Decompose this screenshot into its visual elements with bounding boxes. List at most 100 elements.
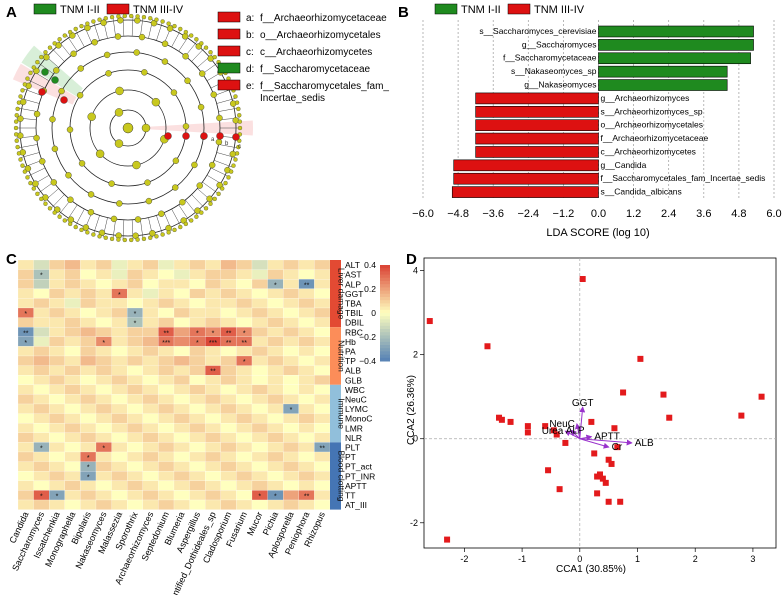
heatmap-cell — [173, 384, 190, 395]
heatmap-cell — [142, 375, 159, 385]
clade-leaf — [172, 227, 177, 233]
panel-b-lda-chart: TNM I-II TNM III-IV −6.0 −4.8 −3.6 −2.4 −1.2… — [412, 3, 782, 239]
clade-legend-swatch-d — [217, 62, 241, 74]
heatmap-cell — [33, 384, 50, 395]
colorbar-segment — [380, 290, 390, 295]
heatmap-cell — [64, 413, 81, 424]
heatmap-cell — [95, 327, 112, 337]
heatmap-cell — [236, 259, 253, 270]
cca-arrow — [579, 406, 586, 439]
heatmap-cell — [251, 288, 268, 299]
heatmap-cell — [283, 365, 299, 376]
heatmap-cell — [80, 413, 97, 424]
heatmap-cell — [251, 384, 268, 395]
heatmap-cell — [267, 365, 284, 376]
heatmap-cell — [220, 432, 237, 443]
heatmap-cell — [205, 307, 221, 318]
clade-node — [43, 54, 50, 61]
heatmap-cell — [33, 461, 50, 472]
clade-legend-letter-d: d: — [246, 64, 254, 75]
heatmap-significance-mark: ** — [210, 369, 216, 376]
heatmap-cell — [17, 442, 34, 453]
clade-legend-name-a: f__Archaeorhizomycetaceae — [260, 13, 387, 24]
clade-node — [39, 158, 46, 165]
clade-leaf — [39, 54, 44, 60]
clade-leaf — [16, 151, 22, 156]
colorbar-segment — [380, 293, 390, 298]
heatmap-cell — [142, 269, 159, 280]
clade-node — [115, 86, 124, 96]
clade-leaf — [208, 201, 213, 206]
clade-node — [196, 182, 203, 189]
clade-leaf — [160, 232, 165, 237]
clade-leaf — [57, 37, 62, 42]
heatmap-cell — [111, 480, 128, 491]
clade-node — [216, 114, 223, 122]
heatmap-cell — [189, 298, 206, 309]
heatmap-cell — [314, 346, 331, 357]
heatmap-significance-mark: * — [274, 282, 277, 289]
heatmap-cell — [127, 499, 143, 510]
clade-leaf — [226, 175, 231, 180]
clade-branch — [93, 215, 100, 235]
heatmap-cell — [267, 269, 284, 280]
clade-leaf — [208, 50, 213, 55]
clade-legend-swatch-a — [217, 11, 241, 23]
clade-leaf — [25, 76, 30, 81]
heatmap-cell — [33, 259, 50, 270]
heatmap-cell — [283, 432, 299, 443]
heatmap-cell — [17, 451, 34, 462]
cca-point — [594, 490, 601, 497]
heatmap-cell — [49, 442, 65, 453]
heatmap-cell — [95, 499, 112, 510]
heatmap-cell — [189, 442, 206, 453]
heatmap-cell — [80, 432, 97, 443]
clade-leaf — [234, 100, 240, 105]
heatmap-cell — [80, 499, 97, 510]
heatmap-cell — [80, 317, 97, 328]
heatmap-cell — [142, 413, 159, 424]
cca-plot-border — [423, 257, 777, 549]
heatmap-cell — [80, 279, 97, 289]
heatmap-significance-mark: * — [40, 273, 43, 280]
heatmap-row-label: TT — [345, 491, 355, 501]
clade-node — [33, 67, 40, 75]
heatmap-cell — [205, 269, 221, 280]
heatmap-cell — [111, 375, 128, 385]
heatmap-cell — [142, 317, 159, 328]
heatmap-cell — [220, 499, 237, 510]
heatmap-cell — [80, 307, 97, 318]
clade-node — [108, 180, 115, 187]
heatmap-cell — [33, 307, 50, 318]
heatmap-cell — [267, 259, 284, 270]
heatmap-cell — [236, 279, 253, 289]
lda-tick-label: −6.0 — [412, 208, 434, 220]
clade-leaf — [189, 218, 194, 223]
clade-leaf — [199, 41, 204, 46]
heatmap-cell — [158, 403, 175, 414]
heatmap-cell — [173, 365, 190, 376]
clade-node-highlight-red — [164, 132, 172, 140]
heatmap-group-label: Liver damage — [337, 268, 347, 320]
panel-a-cladogram: TNM I-II TNM III-IV a b c a: f__Archaeor… — [12, 3, 389, 243]
lda-bar — [475, 132, 599, 145]
heatmap-cell — [205, 423, 221, 433]
clade-node — [87, 209, 95, 216]
heatmap-cell — [127, 423, 143, 433]
heatmap-cell — [33, 365, 50, 376]
heatmap-row-label: PLT — [345, 443, 360, 453]
heatmap-cell — [158, 269, 175, 280]
clade-leaf — [62, 33, 67, 38]
heatmap-cell — [205, 288, 221, 299]
clade-node — [114, 33, 122, 40]
heatmap-cell — [64, 490, 81, 501]
heatmap-cell — [49, 327, 65, 337]
clade-node — [55, 42, 62, 49]
clade-branch — [131, 16, 134, 37]
clade-node — [161, 40, 169, 47]
lda-bar — [598, 25, 754, 38]
heatmap-cell — [49, 394, 65, 405]
clade-node — [114, 139, 124, 148]
heatmap-cell — [251, 394, 268, 405]
clade-leaf — [189, 33, 194, 38]
